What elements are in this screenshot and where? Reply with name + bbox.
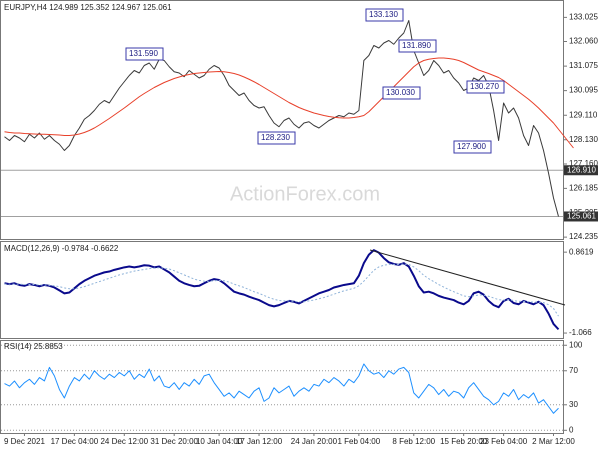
annotation-label: 133.130 bbox=[369, 10, 398, 19]
annotation-box bbox=[453, 140, 492, 154]
y-tick-label: 133.025 bbox=[569, 12, 598, 21]
x-tick-label: 24 Jan 20:00 bbox=[291, 437, 338, 446]
y-tick-label: 129.110 bbox=[569, 110, 598, 119]
level-label-box bbox=[564, 211, 598, 222]
y-tick-label: 131.075 bbox=[569, 61, 598, 70]
plot-layer: 133.025 132.060 131.075 130.095 129.110 128.1… bbox=[1, 8, 598, 446]
y-tick-label: 0 bbox=[569, 425, 574, 434]
series-line bbox=[4, 249, 560, 331]
y-tick-label: 124.235 bbox=[569, 232, 598, 241]
series-line bbox=[4, 57, 574, 149]
x-tick-label: 9 Dec 2021 bbox=[4, 437, 45, 446]
level-label: 126.910 bbox=[567, 165, 596, 174]
macd-trendline bbox=[369, 249, 566, 306]
y-tick-label: 127.160 bbox=[569, 159, 598, 168]
annotation-label: 127.900 bbox=[457, 142, 486, 151]
level-label: 125.061 bbox=[567, 212, 596, 221]
x-tick-label: 10 Jan 04:00 bbox=[196, 437, 243, 446]
macd-title: MACD(12,26,9) -0.9784 -0.6622 bbox=[4, 244, 119, 253]
x-tick-label: 15 Feb 20:00 bbox=[440, 437, 488, 446]
level-label-box bbox=[564, 165, 598, 176]
series-line bbox=[4, 363, 559, 414]
annotation-box bbox=[365, 8, 404, 22]
annotation-label: 131.890 bbox=[402, 41, 431, 50]
y-tick-label: 126.185 bbox=[569, 183, 598, 192]
rsi-panel bbox=[0, 340, 564, 434]
price-title: EURJPY,H4 124.989 125.352 124.967 125.06… bbox=[4, 3, 172, 12]
x-tick-label: 31 Dec 20:00 bbox=[150, 437, 198, 446]
watermark: ActionForex.com bbox=[230, 183, 380, 205]
y-tick-label: 70 bbox=[569, 366, 578, 375]
x-tick-label: 8 Feb 12:00 bbox=[392, 437, 435, 446]
x-tick-label: 1 Feb 04:00 bbox=[338, 437, 381, 446]
annotation-box bbox=[466, 80, 505, 94]
annotation-label: 130.030 bbox=[386, 88, 415, 97]
annotation-box bbox=[382, 86, 421, 100]
y-tick-label: 30 bbox=[569, 400, 578, 409]
x-tick-label: 23 Feb 04:00 bbox=[480, 437, 528, 446]
y-tick-label: 130.095 bbox=[569, 86, 598, 95]
x-tick-label: 17 Dec 04:00 bbox=[51, 437, 99, 446]
y-tick-label: 128.130 bbox=[569, 135, 598, 144]
series-line bbox=[4, 263, 559, 317]
annotation-box bbox=[257, 131, 296, 145]
annotation-label: 131.590 bbox=[129, 49, 158, 58]
price-panel bbox=[0, 0, 564, 240]
y-tick-label: 100 bbox=[569, 340, 583, 349]
x-tick-label: 17 Jan 12:00 bbox=[236, 437, 283, 446]
annotation-label: 128.230 bbox=[261, 133, 290, 142]
x-tick-label: 24 Dec 12:00 bbox=[100, 437, 148, 446]
macd-panel bbox=[0, 241, 564, 339]
rsi-title: RSI(14) 25.8853 bbox=[4, 342, 63, 351]
x-tick-label: 2 Mar 12:00 bbox=[532, 437, 575, 446]
series-line bbox=[4, 20, 559, 217]
y-tick-label: 0.8619 bbox=[569, 247, 594, 256]
y-tick-label: -1.066 bbox=[569, 328, 592, 337]
annotation-box bbox=[398, 39, 437, 53]
annotation-label: 130.270 bbox=[470, 82, 499, 91]
annotation-box bbox=[125, 47, 164, 61]
y-tick-label: 132.060 bbox=[569, 37, 598, 46]
